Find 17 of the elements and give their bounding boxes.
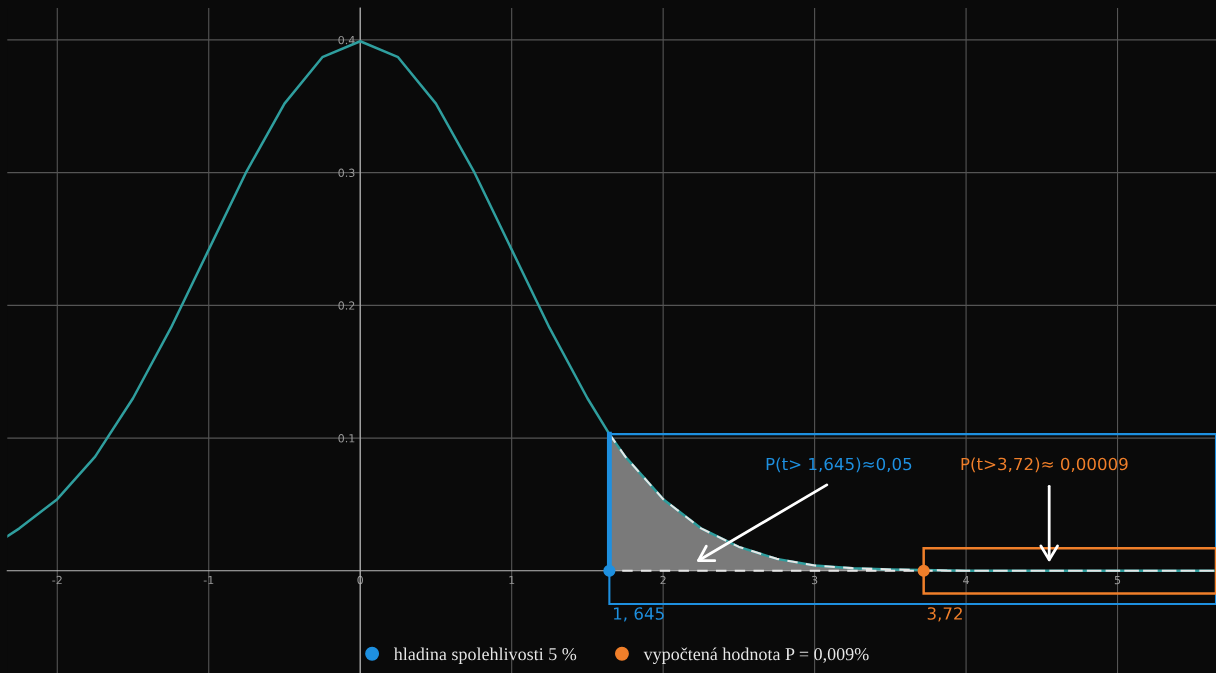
y-tick-label: 0.1 [338,434,355,443]
annotation: P(t> 1,645)≈0,05 [766,457,912,473]
x-tick-label: -2 [52,575,62,585]
y-tick-label: 0.2 [338,301,355,310]
annotation: 1, 645 [613,607,664,622]
x-tick-label: 5 [1114,576,1121,585]
x-tick-label: 1 [509,576,515,585]
y-tick-label: 0.4 [338,35,355,45]
legend-label: hladina spolehlivosti 5 % [393,647,577,664]
legend-label: vypočtená hodnota P = 0,009% [643,647,869,664]
x-tick-label: 2 [660,575,666,585]
annotation: P(t>3,72)≈ 0,00009 [961,457,1128,473]
annotation: 3,72 [927,607,962,622]
x-tick-label: -1 [203,576,214,585]
x-tick-label: 4 [963,576,969,585]
y-tick-label: 0.3 [338,168,355,178]
x-tick-label: 3 [811,575,818,585]
